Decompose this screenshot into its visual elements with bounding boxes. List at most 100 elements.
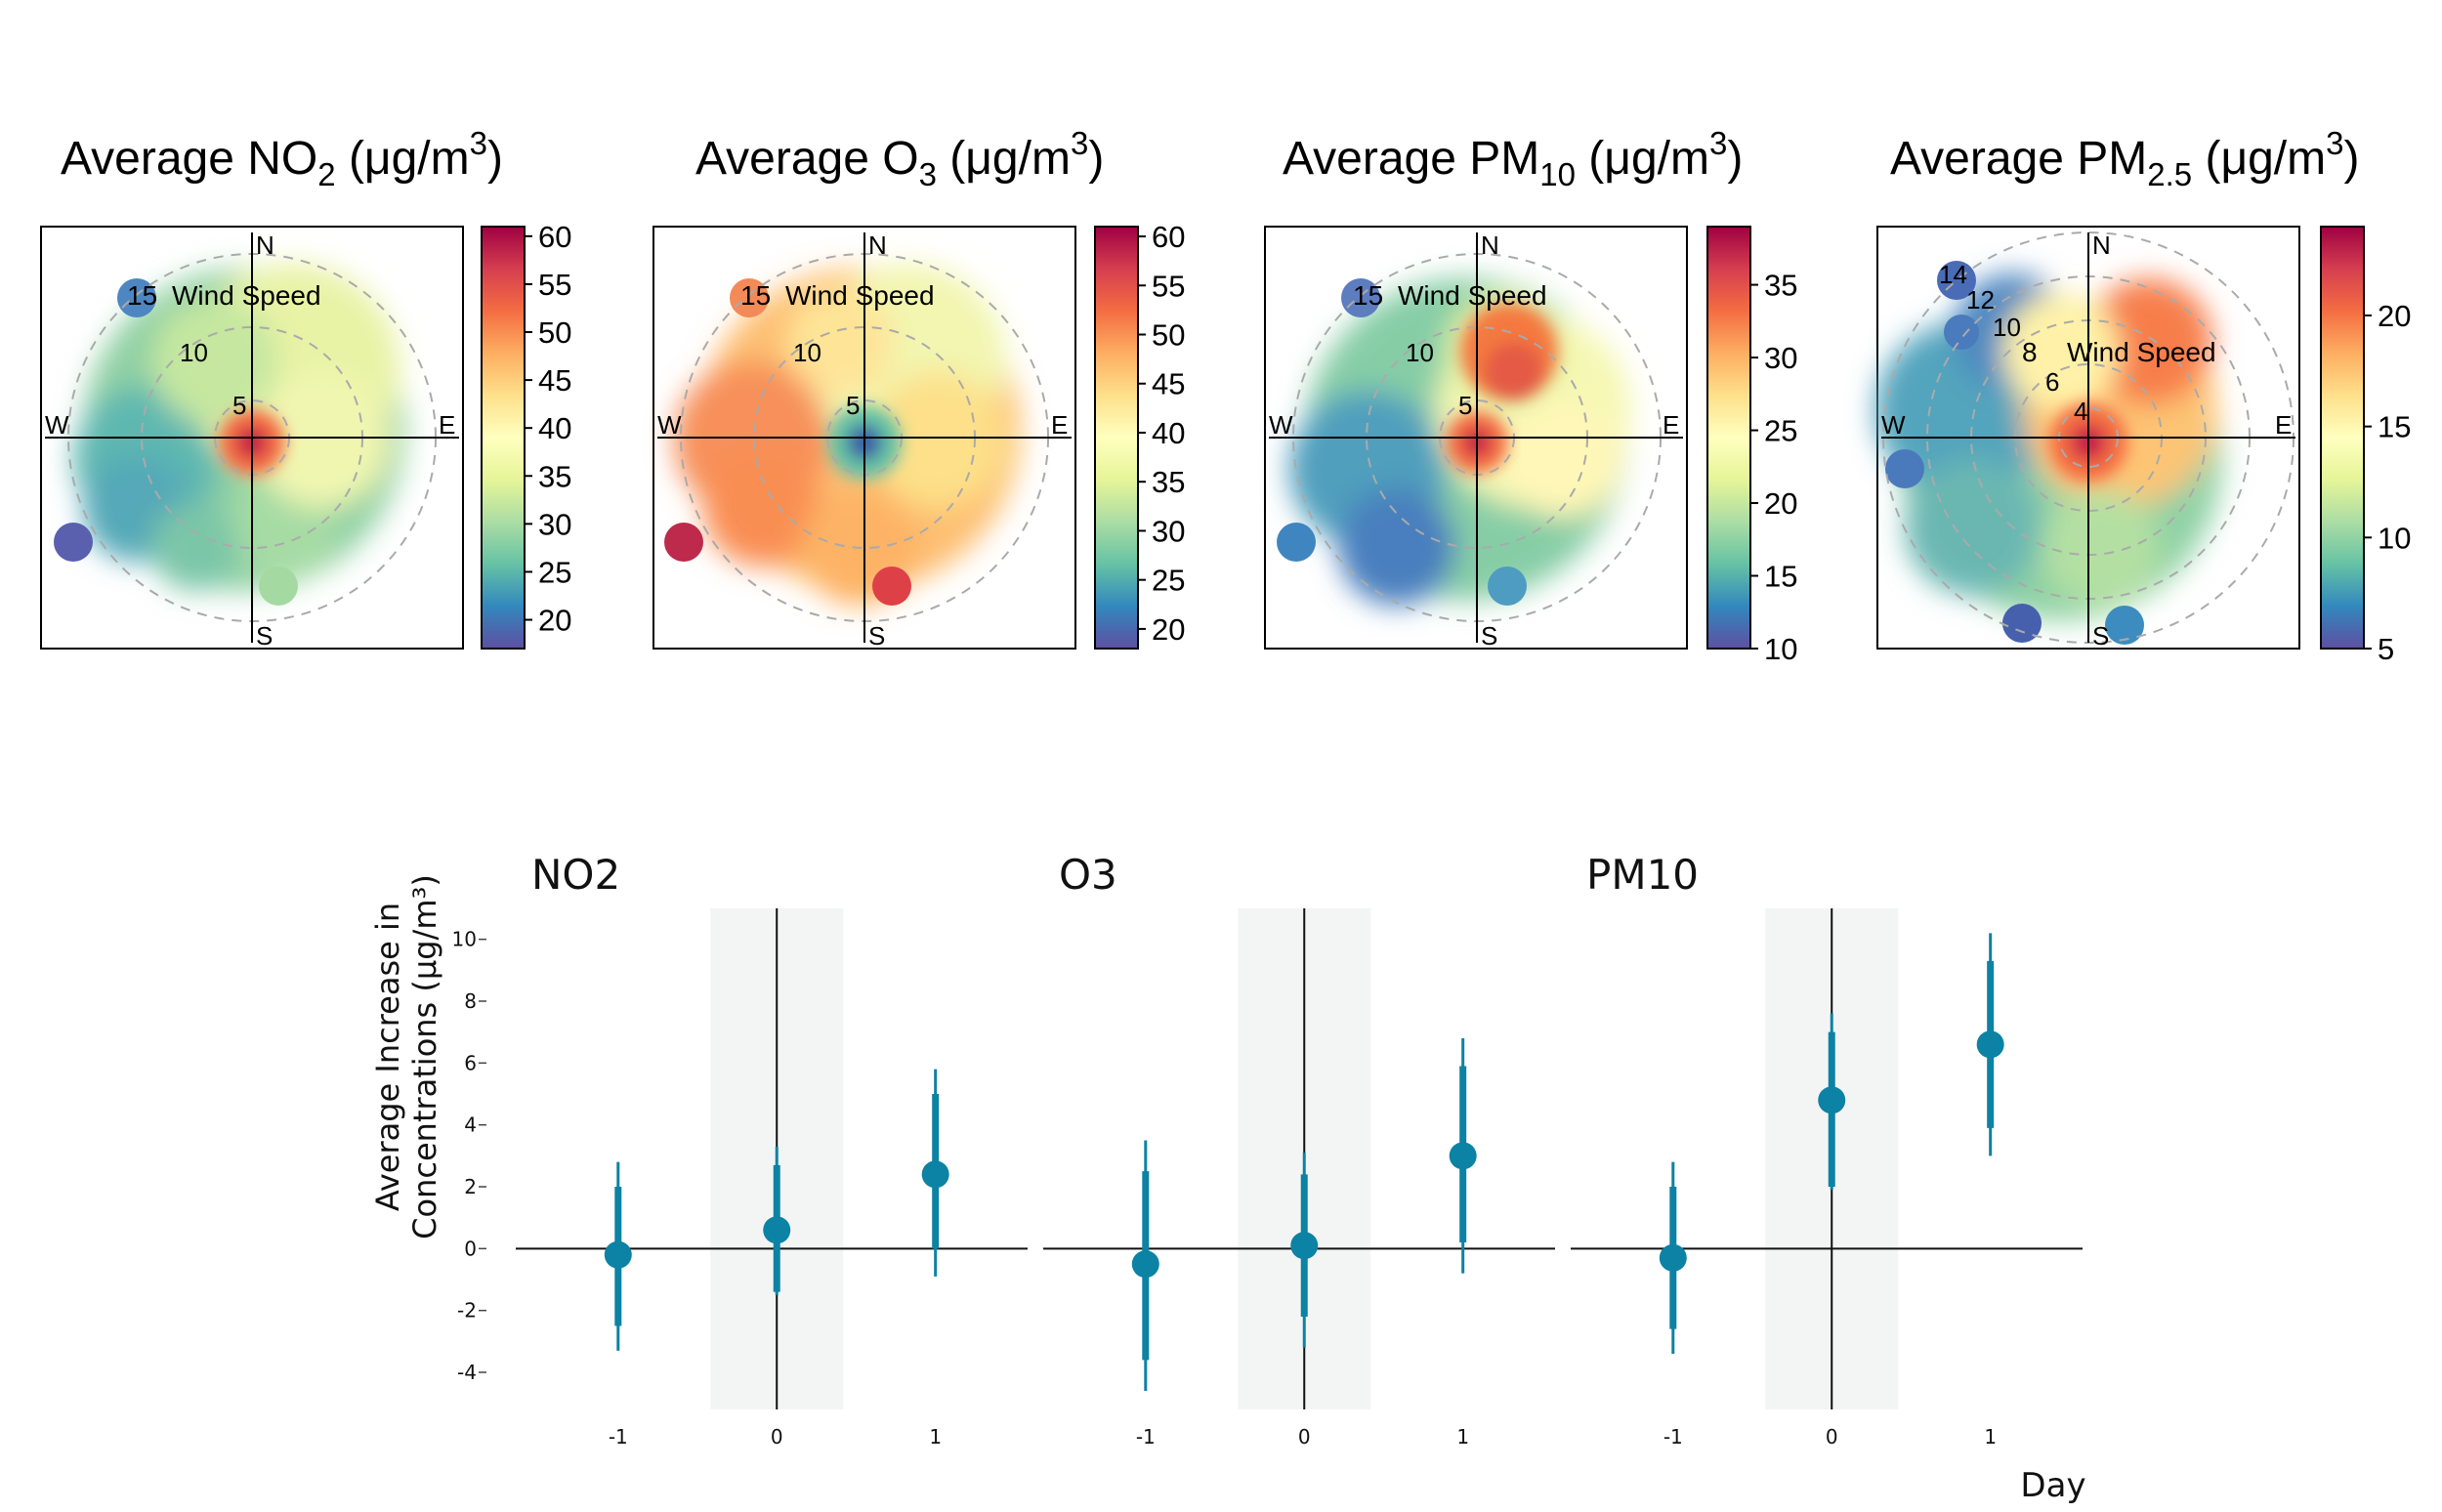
compass-n: N	[868, 231, 887, 260]
compass-e: E	[1051, 410, 1068, 440]
colorbar-tick-label: 20	[1764, 486, 1797, 521]
polar-panel-pm25: Average PM2.5 (μg/m3)	[1875, 125, 2411, 666]
y-tick-label: 4	[464, 1113, 477, 1137]
colorbar-tick-label: 35	[538, 459, 571, 493]
compass-w: W	[1269, 410, 1293, 440]
colorbar: 10 15 20 25 30 35	[1706, 226, 1797, 666]
ring-label: 12	[1966, 285, 1995, 315]
compass-s: S	[256, 621, 273, 651]
x-tick-label: 0	[1826, 1425, 1838, 1449]
colorbar-tick-label: 15	[1764, 560, 1797, 594]
panel-title: PM10	[1586, 851, 1699, 899]
point-estimate	[921, 1160, 949, 1189]
ring-label: 8	[2022, 337, 2038, 367]
panel-pm10: PM10 -1 0 1	[1571, 851, 2083, 1449]
y-axis-ticks: -4 -2 0 2 4 6 8 10	[452, 928, 486, 1384]
x-tick-label: 1	[1984, 1425, 1997, 1449]
colorbar-tick-label: 35	[1764, 269, 1797, 303]
compass-w: W	[45, 410, 69, 440]
wind-speed-label: Wind Speed	[2067, 337, 2216, 367]
colorbar: 20 25 30 35 40 45 50 55 60	[481, 220, 571, 650]
panel-o3: O3 -1 0 1	[1043, 851, 1555, 1449]
polar-title-pm10: Average PM10 (μg/m3)	[1283, 125, 1743, 192]
colorbar-tick-label: 55	[538, 268, 571, 302]
colorbar-tick-label: 25	[538, 555, 571, 589]
ring-label: 15	[127, 280, 157, 311]
compass-s: S	[868, 621, 885, 651]
x-tick-label: 1	[929, 1425, 942, 1449]
y-tick-label: 0	[464, 1237, 477, 1260]
ring-label: 5	[846, 391, 860, 420]
panel-title: NO2	[531, 851, 620, 899]
colorbar: 5 10 15 20	[2320, 226, 2411, 666]
colorbar-tick-label: 30	[1152, 514, 1185, 548]
compass-n: N	[2092, 231, 2111, 260]
compass-w: W	[657, 410, 682, 440]
colorbar-tick-label: 60	[1152, 220, 1185, 254]
colorbar-tick-label: 45	[538, 363, 571, 398]
ring-label: 5	[1458, 391, 1472, 420]
ring-label: 10	[1993, 313, 2021, 342]
compass-n: N	[1481, 231, 1499, 260]
y-tick-label: 8	[464, 989, 477, 1013]
polar-title-no2: Average NO2 (μg/m3)	[61, 125, 503, 192]
colorbar-tick-label: 20	[538, 604, 571, 638]
y-axis-label-line2: Concentrations (μg/m³)	[406, 874, 443, 1239]
colorbar: 20 25 30 35 40 45 50 55 60	[1094, 220, 1185, 650]
wind-speed-label: Wind Speed	[172, 280, 321, 311]
y-tick-label: 2	[464, 1175, 477, 1198]
colorbar-tick-label: 55	[1152, 269, 1185, 303]
colorbar-tick-label: 25	[1152, 564, 1185, 598]
y-tick-label: -4	[457, 1361, 477, 1384]
compass-w: W	[1881, 410, 1906, 440]
y-tick-label: 10	[452, 928, 477, 951]
polar-panel-o3: Average O3 (μg/m3)	[653, 125, 1185, 651]
point-estimate	[1818, 1086, 1846, 1114]
x-tick-label: -1	[1136, 1425, 1156, 1449]
colorbar-tick-label: 45	[1152, 367, 1185, 401]
compass-s: S	[1481, 621, 1497, 651]
polar-surface	[1277, 278, 1631, 606]
point-range-chart: Average Increase in Concentrations (μg/m…	[369, 851, 2086, 1505]
point-estimate	[1976, 1030, 2004, 1059]
ring-label: 10	[1406, 338, 1434, 367]
colorbar-tick-label: 35	[1152, 465, 1185, 499]
compass-e: E	[439, 410, 455, 440]
wind-speed-label: Wind Speed	[785, 280, 935, 311]
point-estimate	[1449, 1142, 1477, 1170]
polar-title-pm25: Average PM2.5 (μg/m3)	[1890, 125, 2359, 192]
y-axis-label-line1: Average Increase in	[369, 903, 406, 1211]
colorbar-tick-label: 40	[538, 411, 571, 445]
polar-panel-pm10: Average PM10 (μg/m3)	[1264, 125, 1797, 666]
polar-surface	[1875, 261, 2222, 645]
colorbar-tick-label: 5	[2378, 632, 2394, 666]
polar-surface	[664, 264, 1021, 606]
x-tick-label: 1	[1456, 1425, 1469, 1449]
colorbar-tick-label: 50	[538, 315, 571, 350]
panel-title: O3	[1059, 851, 1117, 899]
polar-title-o3: Average O3 (μg/m3)	[695, 125, 1104, 192]
point-estimate	[1290, 1232, 1319, 1260]
colorbar-tick-label: 15	[2378, 410, 2411, 444]
ring-label: 15	[740, 280, 771, 311]
ring-label: 4	[2074, 397, 2087, 426]
colorbar-tick-label: 50	[1152, 318, 1185, 353]
x-tick-label: 0	[771, 1425, 783, 1449]
colorbar-tick-label: 30	[1764, 341, 1797, 375]
compass-n: N	[256, 231, 274, 260]
compass-s: S	[2092, 621, 2109, 651]
panel-no2: NO2 -1 0 1	[516, 851, 1028, 1449]
x-tick-label: -1	[609, 1425, 628, 1449]
wind-speed-label: Wind Speed	[1398, 280, 1547, 311]
x-tick-label: -1	[1663, 1425, 1683, 1449]
ring-label: 10	[793, 338, 821, 367]
ring-label: 6	[2045, 367, 2059, 397]
point-estimate	[604, 1240, 632, 1269]
compass-e: E	[2275, 410, 2292, 440]
colorbar-tick-label: 10	[2378, 521, 2411, 555]
ring-label: 5	[232, 391, 246, 420]
polar-panel-no2: Average NO2 (μg/m3)	[40, 125, 571, 651]
point-estimate	[763, 1216, 791, 1244]
y-tick-label: -2	[457, 1299, 477, 1323]
